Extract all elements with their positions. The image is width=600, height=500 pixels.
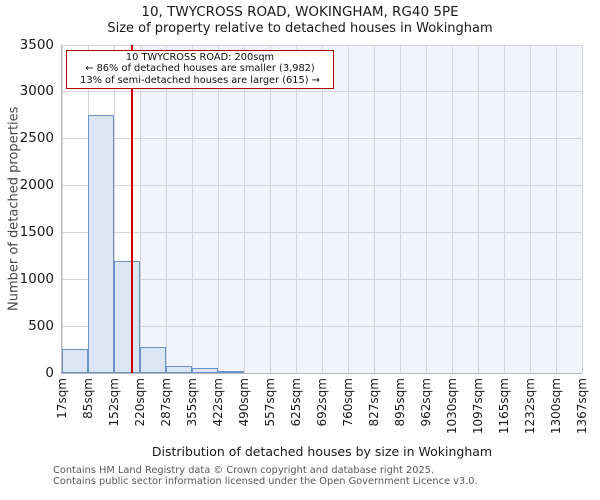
annotation-line-3: 13% of semi-detached houses are larger (… <box>80 74 320 86</box>
histogram-bar <box>114 260 141 373</box>
x-tick-label: 962sqm <box>419 378 433 427</box>
histogram-bar <box>166 365 193 373</box>
annotation-line-2: ← 86% of detached houses are smaller (3,… <box>85 63 315 75</box>
y-tick-label: 3500 <box>19 36 54 53</box>
gridline-horizontal <box>62 278 582 280</box>
gridline-horizontal <box>62 44 582 46</box>
y-tick-label: 500 <box>28 317 54 334</box>
x-axis-spine <box>61 373 582 374</box>
x-tick-label: 895sqm <box>393 378 408 427</box>
x-tick-label: 625sqm <box>289 378 304 427</box>
footer-line-2: Contains public sector information licen… <box>53 475 478 487</box>
gridline-vertical <box>451 45 453 373</box>
histogram-bar <box>218 371 245 373</box>
x-tick-label: 422sqm <box>211 378 225 427</box>
x-tick-label: 17sqm <box>55 378 69 419</box>
x-tick-label: 85sqm <box>81 378 96 419</box>
y-tick-label: 3000 <box>19 83 54 100</box>
x-tick-label: 490sqm <box>237 378 252 427</box>
chart-title: 10, TWYCROSS ROAD, WOKINGHAM, RG40 5PE <box>141 4 459 20</box>
plot-area <box>61 44 583 374</box>
gridline-vertical <box>165 45 167 373</box>
gridline-vertical <box>399 45 401 373</box>
gridline-horizontal <box>62 185 582 187</box>
x-tick-label: 355sqm <box>185 378 200 427</box>
gridline-vertical <box>321 45 323 373</box>
x-tick-label: 152sqm <box>107 378 121 427</box>
gridline-vertical <box>191 45 193 373</box>
annotation-line-1: 10 TWYCROSS ROAD: 200sqm <box>125 52 275 63</box>
gridline-vertical <box>295 45 297 373</box>
gridline-vertical <box>139 45 141 373</box>
y-tick-label: 1500 <box>19 223 54 240</box>
histogram-bar <box>192 368 218 373</box>
gridline-horizontal <box>62 325 582 327</box>
histogram-bar <box>88 115 114 373</box>
gridline-vertical <box>373 45 375 373</box>
gridline-vertical <box>503 45 505 373</box>
gridline-vertical <box>477 45 479 373</box>
gridline-vertical <box>269 45 271 373</box>
gridline-vertical <box>581 45 583 373</box>
chart-subtitle: Size of property relative to detached ho… <box>107 21 493 36</box>
shaded-region <box>140 45 582 373</box>
x-tick-label: 1030sqm <box>445 378 460 435</box>
x-tick-label: 287sqm <box>159 378 173 427</box>
gridline-vertical <box>555 45 557 373</box>
gridline-vertical <box>243 45 245 373</box>
y-tick-label: 0 <box>45 364 54 381</box>
x-axis-title: Distribution of detached houses by size … <box>151 444 493 459</box>
y-tick-label: 2500 <box>19 130 54 147</box>
x-tick-label: 557sqm <box>263 378 277 427</box>
gridline-vertical <box>217 45 219 373</box>
annotation-box: 10 TWYCROSS ROAD: 200sqm ← 86% of detach… <box>66 50 334 90</box>
gridline-vertical <box>529 45 531 373</box>
footer-line-1: Contains HM Land Registry data © Crown c… <box>53 465 435 476</box>
x-tick-label: 1232sqm <box>523 378 537 435</box>
x-tick-label: 1165sqm <box>497 378 512 435</box>
histogram-bar <box>62 349 89 373</box>
x-tick-label: 692sqm <box>315 378 329 427</box>
gridline-horizontal <box>62 91 582 93</box>
gridline-horizontal <box>62 231 582 233</box>
x-tick-label: 760sqm <box>341 378 356 427</box>
x-tick-label: 1367sqm <box>575 378 589 435</box>
histogram-bar <box>140 346 166 373</box>
gridline-vertical <box>347 45 349 373</box>
y-tick-label: 1000 <box>19 270 54 287</box>
x-tick-label: 220sqm <box>133 378 148 427</box>
footer: Contains HM Land Registry data © Crown c… <box>53 465 478 488</box>
x-tick-label: 827sqm <box>367 378 381 427</box>
gridline-vertical <box>61 45 63 373</box>
gridline-horizontal <box>62 138 582 140</box>
property-size-marker-line <box>131 45 134 373</box>
gridline-vertical <box>113 45 115 373</box>
x-tick-label: 1300sqm <box>549 378 564 435</box>
x-tick-label: 1097sqm <box>471 378 485 435</box>
y-tick-label: 2000 <box>19 177 54 194</box>
gridline-vertical <box>425 45 427 373</box>
